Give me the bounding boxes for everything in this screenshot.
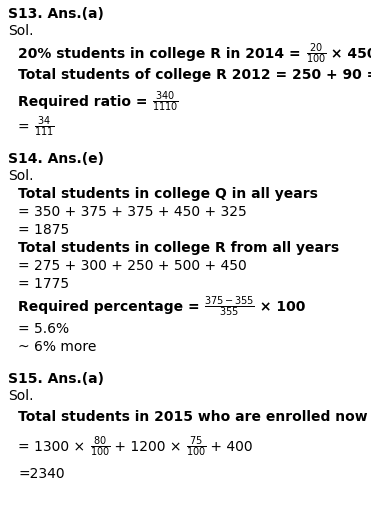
Text: $\mathregular{\frac{20}{100}}$: $\mathregular{\frac{20}{100}}$ <box>305 41 326 66</box>
Text: × 100: × 100 <box>256 300 306 314</box>
Text: =: = <box>18 120 34 134</box>
Text: + 400: + 400 <box>206 440 253 454</box>
Text: × 450 = 90: × 450 = 90 <box>326 47 371 61</box>
Text: Sol.: Sol. <box>8 389 33 403</box>
Text: Sol.: Sol. <box>8 169 33 183</box>
Text: + 1200 ×: + 1200 × <box>110 440 186 454</box>
Text: =2340: =2340 <box>18 467 65 481</box>
Text: $\mathregular{\frac{75}{100}}$: $\mathregular{\frac{75}{100}}$ <box>186 434 206 459</box>
Text: Required percentage =: Required percentage = <box>18 300 204 314</box>
Text: = 1775: = 1775 <box>18 277 69 291</box>
Text: $\mathregular{\frac{340}{1110}}$: $\mathregular{\frac{340}{1110}}$ <box>152 89 179 114</box>
Text: $\mathregular{\frac{375-355}{355}}$: $\mathregular{\frac{375-355}{355}}$ <box>204 294 256 319</box>
Text: = 1875: = 1875 <box>18 223 69 237</box>
Text: S14. Ans.(e): S14. Ans.(e) <box>8 152 104 166</box>
Text: S15. Ans.(a): S15. Ans.(a) <box>8 372 104 386</box>
Text: ~ 6% more: ~ 6% more <box>18 340 96 354</box>
Text: $\mathregular{\frac{34}{111}}$: $\mathregular{\frac{34}{111}}$ <box>34 115 55 139</box>
Text: Sol.: Sol. <box>8 24 33 38</box>
Text: = 275 + 300 + 250 + 500 + 450: = 275 + 300 + 250 + 500 + 450 <box>18 259 247 273</box>
Text: = 5.6%: = 5.6% <box>18 322 69 336</box>
Text: Required ratio =: Required ratio = <box>18 95 152 109</box>
Text: = 350 + 375 + 375 + 450 + 325: = 350 + 375 + 375 + 450 + 325 <box>18 205 247 219</box>
Text: Total students of college R 2012 = 250 + 90 = 340: Total students of college R 2012 = 250 +… <box>18 68 371 82</box>
Text: Total students in 2015 who are enrolled now are: Total students in 2015 who are enrolled … <box>18 410 371 424</box>
Text: 20% students in college R in 2014 =: 20% students in college R in 2014 = <box>18 47 305 61</box>
Text: Total students in college Q in all years: Total students in college Q in all years <box>18 187 318 201</box>
Text: = 1300 ×: = 1300 × <box>18 440 89 454</box>
Text: Total students in college R from all years: Total students in college R from all yea… <box>18 241 339 255</box>
Text: $\mathregular{\frac{80}{100}}$: $\mathregular{\frac{80}{100}}$ <box>89 434 110 459</box>
Text: S13. Ans.(a): S13. Ans.(a) <box>8 7 104 21</box>
